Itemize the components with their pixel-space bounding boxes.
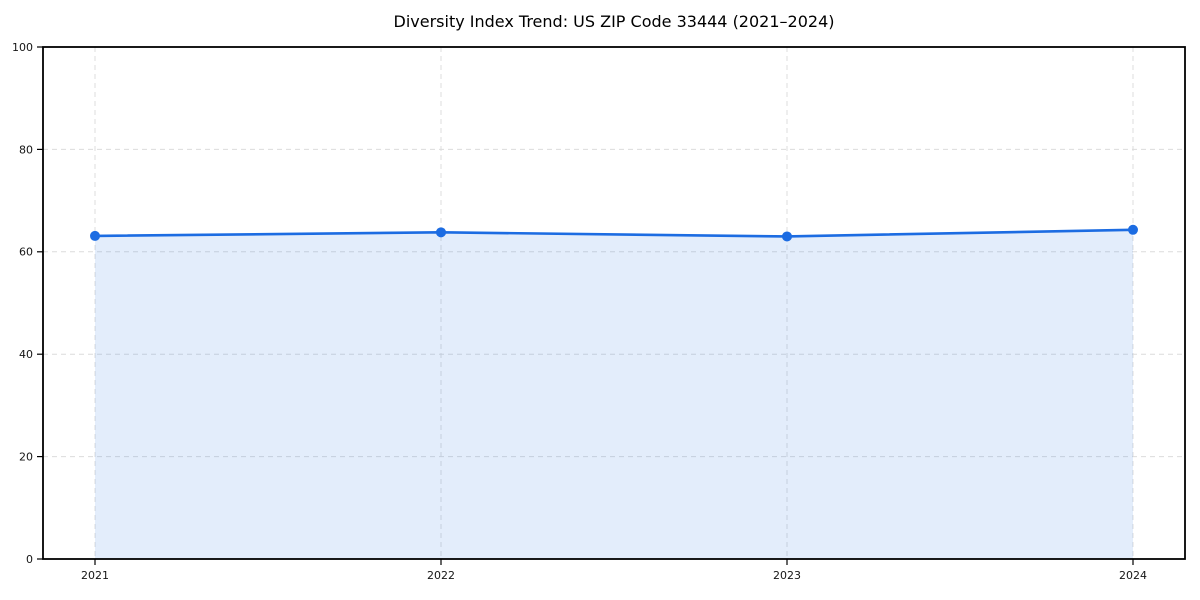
- data-point: [1128, 224, 1138, 235]
- y-tick-label: 40: [19, 348, 33, 361]
- y-tick-label: 80: [19, 143, 33, 156]
- x-tick-label: 2024: [1119, 569, 1147, 582]
- x-tick-label: 2023: [773, 569, 801, 582]
- data-point: [436, 227, 446, 238]
- trend-line: [93, 228, 1135, 238]
- x-tick-label: 2022: [427, 569, 455, 582]
- x-tick-label: 2021: [81, 569, 109, 582]
- y-tick-label: 60: [19, 246, 33, 259]
- y-tick-label: 100: [12, 41, 33, 54]
- y-tick-label: 20: [19, 450, 33, 463]
- data-point: [90, 230, 100, 241]
- plot-frame: [42, 46, 1186, 560]
- y-tick-label: 0: [26, 553, 33, 566]
- chart-title: Diversity Index Trend: US ZIP Code 33444…: [393, 12, 835, 31]
- data-point: [782, 231, 792, 242]
- area-fill: [95, 229, 1133, 559]
